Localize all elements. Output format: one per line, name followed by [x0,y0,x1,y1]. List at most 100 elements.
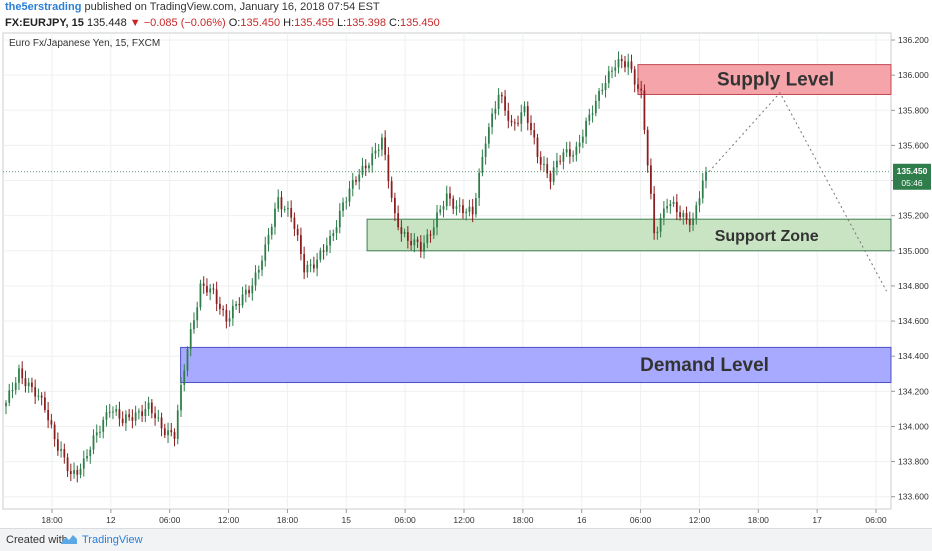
price-chart[interactable]: Supply Level Support Zone Demand Level 133… [0,32,932,528]
candle [423,235,425,259]
candle [56,432,59,456]
candle [312,256,315,273]
candle [390,176,393,203]
candle-body [316,259,319,269]
candle [361,157,364,178]
candle-body [137,411,140,413]
candle-body [546,164,549,174]
candle-body [413,239,416,246]
candle [228,310,231,327]
author-link[interactable]: the5erstrading [5,1,82,13]
candle-body [695,205,698,219]
candle [186,346,189,377]
candle-body [115,409,118,412]
candle [309,259,312,273]
low-key: L: [337,17,347,29]
candle-body [620,58,623,62]
symbol-label: FX:EURJPY, 15 [5,17,84,29]
x-tick-label: 06:00 [395,515,417,525]
candle [646,126,649,173]
candle [406,226,409,249]
candle [212,283,215,295]
y-tick-label: 133.800 [898,457,929,467]
candle [108,403,111,418]
candle-body [24,378,27,387]
candle [637,78,639,92]
candle [92,429,95,455]
candle [31,377,33,393]
candle [685,206,688,225]
candle-body [134,412,137,421]
candle [144,401,147,423]
candle-body [426,234,429,244]
x-tick-label: 12:00 [689,515,711,525]
candle-body [624,61,626,68]
candle-body [351,180,354,189]
candle-body [189,329,192,349]
candle [225,304,228,329]
candle [559,155,562,165]
candle [692,212,694,232]
candle-body [76,469,79,475]
candle [510,114,513,127]
candle-body [274,208,276,227]
candle [568,141,571,164]
x-tick-label: 12:00 [453,515,475,525]
candle-body [640,88,643,91]
candle-body [662,208,665,218]
candle [426,229,429,249]
candle [189,322,192,357]
candle [316,252,319,277]
candle [439,205,442,216]
x-tick-label: 18:00 [512,515,534,525]
candle-body [92,435,95,450]
candle [322,244,325,260]
candle [251,278,254,301]
zone-label: Support Zone [715,228,819,245]
candle-body [180,384,182,411]
zone-supply-level [637,64,892,95]
candle-body [462,205,464,214]
candle [374,142,377,160]
candle-body [163,428,166,436]
candle-body [650,165,652,194]
x-tick-label: 06:00 [630,515,652,525]
candle-body [397,213,400,228]
candle-body [280,197,283,210]
candle-body [183,370,186,385]
candle [449,186,451,207]
candle [244,284,247,303]
candle-body [565,149,568,153]
candle-body [475,198,477,215]
candle-body [468,206,471,212]
candle-body [312,264,315,269]
candle [536,133,539,164]
candle-body [436,212,438,228]
candle-body [235,303,237,306]
candle-body [406,232,409,241]
candle-body [238,303,241,306]
candle [40,392,43,406]
y-tick-label: 135.600 [898,140,929,150]
candle-body [536,137,539,157]
candle [588,108,591,126]
candle-body [248,289,250,294]
candle-body [160,417,163,429]
x-tick-label: 06:00 [865,515,887,525]
candle [199,279,202,311]
candle-body [173,432,176,439]
candle [176,404,179,445]
candle [384,130,387,161]
candle [115,404,118,416]
candle [672,196,675,208]
candle [14,377,17,395]
candle-body [633,69,636,85]
candle-body [355,180,357,182]
y-tick-label: 135.800 [898,105,929,115]
candle [209,283,212,301]
candle [393,192,396,221]
candle [594,94,597,117]
candle [387,147,390,189]
brand-name[interactable]: TradingView [82,534,143,546]
candle [705,166,707,189]
